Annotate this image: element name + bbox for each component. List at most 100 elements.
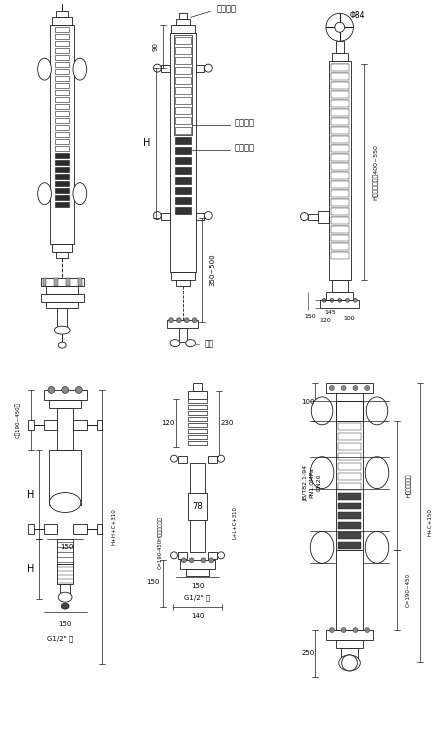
Bar [331,235,349,242]
Bar [55,202,69,206]
Bar [308,214,318,220]
Bar [326,630,373,640]
Bar [56,11,68,17]
Bar [326,292,353,300]
Circle shape [330,298,334,302]
Text: 150: 150 [147,579,160,585]
Ellipse shape [186,340,196,346]
Bar [55,111,69,116]
Bar [336,41,344,53]
Bar [331,217,349,224]
Bar [44,420,57,430]
Bar [190,463,205,552]
Bar [176,19,190,25]
Bar [55,34,69,39]
Bar [332,53,348,61]
Bar [188,405,207,409]
Bar [55,132,69,137]
Bar [338,512,361,519]
Bar [331,82,349,89]
Bar [329,61,350,280]
Bar [338,522,361,530]
Bar [196,65,204,72]
Bar [55,125,69,130]
Text: H: H [143,138,150,148]
Bar [188,417,207,421]
Circle shape [346,298,349,302]
Bar [50,25,74,245]
Text: H: H [27,489,35,500]
Bar [196,212,204,220]
Circle shape [353,628,358,633]
Bar [178,552,187,560]
Bar [336,640,363,648]
Bar [52,245,72,253]
Bar [175,107,191,114]
Bar [55,76,69,81]
Bar [338,473,361,479]
Bar [55,69,69,74]
Ellipse shape [38,183,52,205]
Ellipse shape [310,531,334,563]
Circle shape [338,298,342,302]
Text: 以上白色: 以上白色 [235,118,255,127]
Bar [57,564,73,584]
Bar [41,294,84,302]
Ellipse shape [55,326,70,334]
Bar [326,383,373,393]
Bar [55,27,69,32]
Bar [55,83,69,88]
Bar [331,145,349,152]
Bar [55,188,69,193]
Bar [55,194,69,200]
Bar [161,212,170,220]
Bar [175,167,191,174]
Bar [188,423,207,427]
Bar [320,300,359,308]
Circle shape [341,628,346,633]
Bar [331,163,349,170]
Bar [331,253,349,260]
Bar [41,278,84,286]
Text: 120: 120 [162,420,175,426]
Circle shape [168,318,174,322]
Circle shape [48,387,55,393]
Ellipse shape [58,592,72,602]
Circle shape [75,387,82,393]
Bar [338,503,361,509]
Circle shape [204,64,212,72]
Bar [175,197,191,203]
Bar [28,420,34,430]
Bar [161,65,170,72]
Bar [179,13,187,19]
Circle shape [192,318,197,322]
Bar [186,569,209,576]
Text: 230: 230 [220,420,234,426]
Bar [338,533,361,539]
Bar [171,272,194,280]
Bar [170,33,196,272]
Circle shape [330,385,334,390]
Circle shape [189,558,194,562]
Bar [338,463,361,470]
Text: 120: 120 [319,318,331,322]
Bar [175,157,191,164]
Bar [46,302,78,308]
Bar [331,199,349,206]
Bar [338,493,361,500]
Text: 排污: 排污 [204,340,213,349]
Bar [336,393,363,401]
Bar [46,286,78,294]
Text: JB/T82.1-94
PN1.0MPa
DN20: JB/T82.1-94 PN1.0MPa DN20 [303,465,321,500]
Bar [175,67,191,74]
Bar [55,118,69,123]
Bar [193,383,202,391]
Ellipse shape [365,457,389,488]
Bar [49,450,81,504]
Bar [338,453,361,460]
Circle shape [218,552,224,559]
Bar [208,552,217,560]
Bar [57,408,73,450]
Bar [338,433,361,440]
Bar [175,37,191,44]
